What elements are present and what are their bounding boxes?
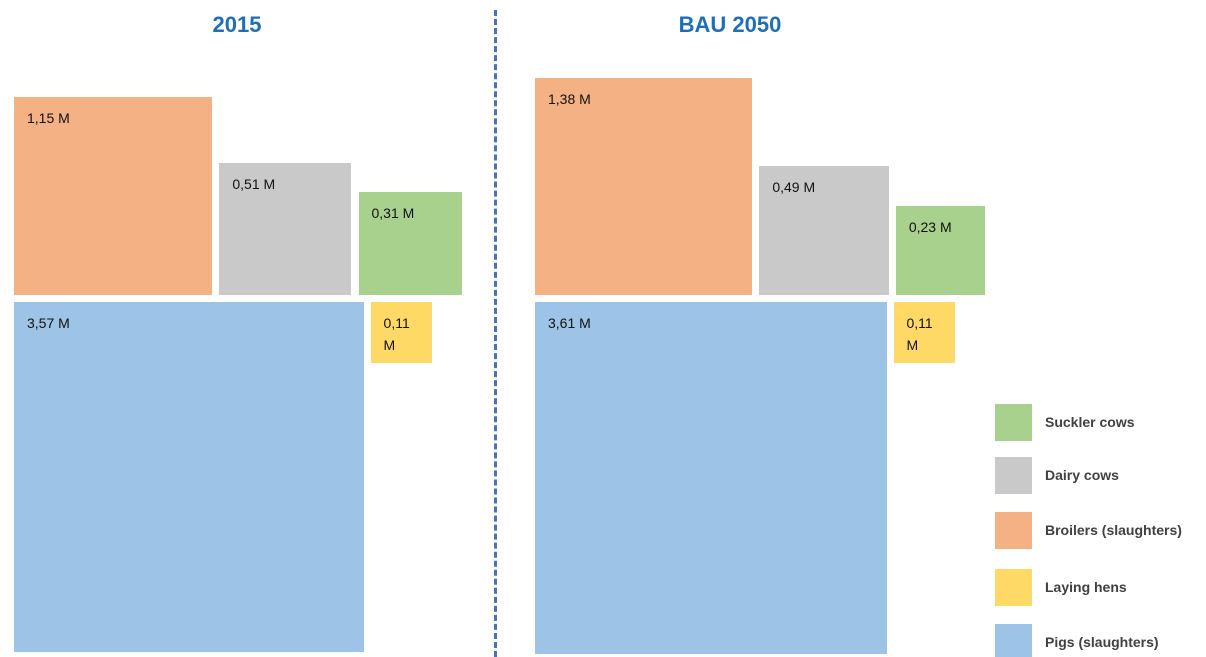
square: 0,51 M (219, 162, 352, 295)
square: 3,61 M (535, 302, 887, 654)
square: 3,57 M (14, 302, 364, 652)
square: 1,38 M (535, 77, 753, 295)
divider (494, 10, 497, 657)
legend-swatch (995, 512, 1032, 549)
square: 0,31 M (358, 191, 462, 295)
legend-swatch (995, 404, 1032, 441)
legend-swatch (995, 457, 1032, 494)
legend-swatch (995, 624, 1032, 657)
legend-label: Dairy cows (1045, 467, 1119, 483)
square: 0,23 M (895, 206, 985, 295)
square: 0,11 M (893, 302, 955, 364)
square: 1,15 M (14, 96, 213, 295)
legend-swatch (995, 569, 1032, 606)
panel-title: 2015 (212, 12, 262, 37)
legend-label: Pigs (slaughters) (1045, 634, 1159, 650)
square: 0,49 M (759, 165, 889, 295)
legend-label: Suckler cows (1045, 414, 1135, 430)
legend-label: Broilers (slaughters) (1045, 522, 1182, 538)
panel-title: BAU 2050 (678, 12, 782, 37)
square: 0,11 M (370, 302, 432, 364)
legend-label: Laying hens (1045, 579, 1127, 595)
